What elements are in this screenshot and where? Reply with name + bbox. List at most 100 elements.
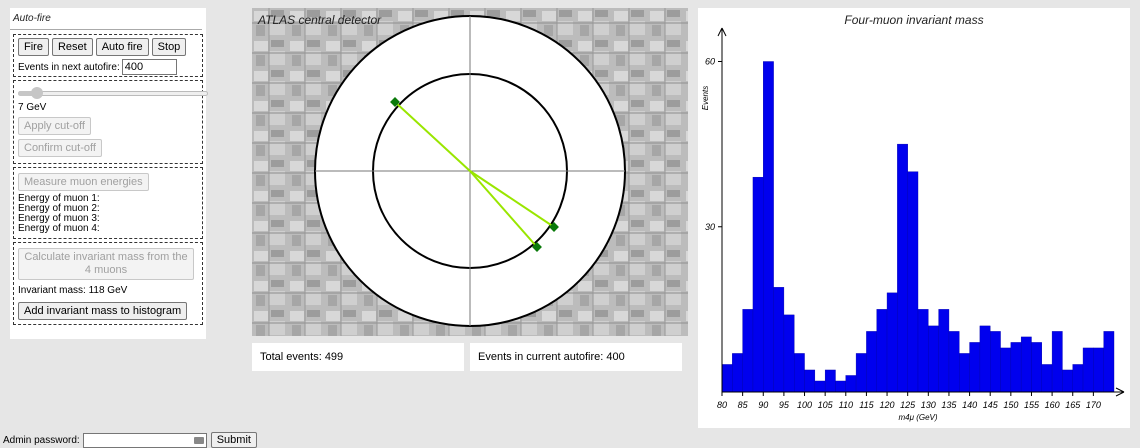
x-tick-label: 170 [1086,400,1101,410]
histogram-chart: 80 85 90 95 100 105 110 115 120 125 130 135 140 145 15… [701,27,1125,422]
cutoff-controls: 7 GeV Apply cut-off Confirm cut-off [13,80,208,164]
histogram-title: Four-muon invariant mass [844,13,984,27]
histogram-bar [804,369,816,393]
histogram-bar [752,176,764,393]
x-tick-label: 145 [983,400,999,410]
histogram-bar [814,380,826,393]
histogram-bar [876,309,888,393]
y-tick-label: 30 [705,222,715,232]
energy-muon-2: Energy of muon 2: [18,203,100,214]
histogram-bar [969,342,981,393]
panel-title: Auto-fire [10,8,202,30]
histogram-bar [917,309,929,393]
detector-title: ATLAS central detector [258,13,382,27]
cutoff-slider[interactable] [18,87,208,99]
x-tick-label: 115 [859,400,874,410]
histogram-bar [835,380,846,393]
admin-row: Admin password: Submit [3,432,257,448]
reset-button[interactable]: Reset [51,38,93,56]
histogram-bar [783,314,795,393]
x-tick-label: 150 [1003,400,1018,410]
histogram-bar [938,309,950,393]
events-input[interactable]: 400 [121,59,177,75]
add-to-histogram-button[interactable]: Add invariant mass to histogram [18,302,188,320]
histogram-bar [907,171,919,393]
slider-fill [18,91,36,96]
histogram-bar [928,325,939,393]
histogram-bar [732,353,743,393]
x-tick-label: 105 [818,400,834,410]
histogram-bar [1010,342,1022,393]
energy-controls: Measure muon energies Energy of muon 1: … [13,167,203,239]
mass-controls: Calculate invariant mass from the 4 muon… [13,242,203,325]
histogram-bar [1051,331,1063,393]
fire-controls: Fire Reset Auto fire Stop Events in next… [13,34,203,77]
fire-button[interactable]: Fire [18,38,49,56]
slider-track [18,91,208,96]
key-icon [193,436,204,444]
cutoff-value: 7 GeV [18,102,47,113]
x-tick-label: 120 [880,400,895,410]
histogram-bar [773,287,785,393]
submit-button[interactable]: Submit [210,432,257,448]
muon-hit [549,222,559,232]
x-axis-arrow [1115,387,1125,397]
calculate-mass-button[interactable]: Calculate invariant mass from the 4 muon… [18,248,194,280]
histogram-panel: Four-muon invariant mass 80 85 90 95 100 105 1… [698,8,1130,428]
x-tick-label: 95 [779,400,790,410]
confirm-cutoff-button[interactable]: Confirm cut-off [18,139,102,157]
histogram-bar [1041,364,1053,393]
energy-muon-4: Energy of muon 4: [18,223,100,234]
apply-cutoff-button[interactable]: Apply cut-off [18,117,91,135]
histogram-bar [979,325,991,393]
y-tick-label: 60 [705,57,715,67]
detector-view: ATLAS central detector [252,8,688,336]
histogram-bar [794,353,805,393]
histogram-bar [742,309,754,393]
histogram-bar [824,369,836,393]
admin-password-label: Admin password: [3,434,80,446]
x-tick-label: 160 [1045,400,1060,410]
x-tick-label: 85 [738,400,749,410]
events-label: Events in next autofire: [18,61,120,73]
histogram-bar [1000,347,1012,393]
invariant-mass-value: Invariant mass: 118 GeV [18,285,128,296]
histogram-bar [866,331,877,393]
auto-fire-button[interactable]: Auto fire [95,38,149,56]
histogram-bar [1103,331,1115,393]
x-tick-label: 165 [1065,400,1081,410]
histogram-bar [1072,364,1084,393]
x-tick-label: 90 [758,400,768,410]
y-axis-label: Events [701,86,710,110]
slider-thumb[interactable] [31,87,43,99]
x-tick-label: 130 [921,400,936,410]
muon-track [469,170,555,228]
x-tick-label: 125 [900,400,916,410]
histogram-bar [1031,342,1042,393]
muon-track [469,170,538,248]
stop-button[interactable]: Stop [151,38,187,56]
x-tick-label: 155 [1024,400,1040,410]
x-tick-label: 80 [717,400,727,410]
control-panel: Auto-fire Fire Reset Auto fire Stop Even… [10,8,208,339]
detector-svg [252,8,688,336]
admin-password-input[interactable] [82,432,207,448]
histogram-bar [886,292,898,393]
histogram-bar [990,331,1001,393]
measure-energies-button[interactable]: Measure muon energies [18,173,149,191]
current-autofire-events: Events in current autofire: 400 [470,343,682,371]
histogram-bar [1020,336,1032,393]
histogram-bar [1062,369,1073,393]
total-events: Total events: 499 [252,343,464,371]
energy-muon-3: Energy of muon 3: [18,213,100,224]
histogram-bar [959,353,970,393]
y-axis-arrow [717,27,727,37]
histogram-bar [1093,347,1104,393]
histogram-bar [948,331,960,393]
x-tick-label: 140 [962,400,977,410]
histogram-bar [763,61,774,393]
histogram-bar [1082,347,1094,393]
histogram-bar [855,353,867,393]
histogram-bar [897,143,908,393]
x-tick-label: 110 [839,400,853,410]
